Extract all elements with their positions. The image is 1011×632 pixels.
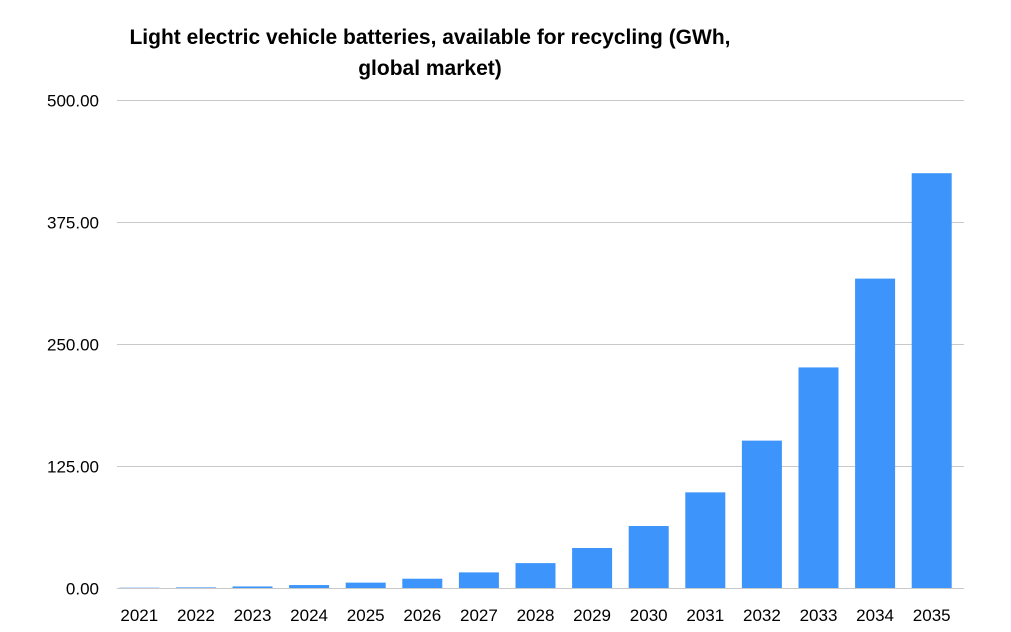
x-tick-label: 2034 <box>856 606 894 625</box>
y-axis-ticks: 0.00 125.00 250.00 375.00 500.00 <box>47 92 99 599</box>
x-tick-label: 2031 <box>686 606 724 625</box>
x-tick-label: 2028 <box>517 606 555 625</box>
y-tick-label: 125.00 <box>47 458 99 477</box>
bar-2023 <box>232 586 273 588</box>
bar-2035 <box>911 173 952 588</box>
bar-2022 <box>175 587 216 588</box>
chart-title-line-2: global market) <box>358 57 502 80</box>
bar-2030 <box>628 526 669 588</box>
bars <box>119 173 952 588</box>
bar-2034 <box>855 278 896 588</box>
chart-title-line-1: Light electric vehicle batteries, availa… <box>129 26 731 49</box>
x-axis-ticks: 2021 2022 2023 2024 2025 2026 2027 2028 2029 2030… <box>120 606 950 625</box>
x-tick-label: 2021 <box>120 606 158 625</box>
bar-2025 <box>345 582 386 588</box>
x-tick-label: 2030 <box>630 606 668 625</box>
bar-2033 <box>798 367 839 588</box>
x-tick-label: 2033 <box>800 606 838 625</box>
bar-2028 <box>515 563 556 588</box>
x-tick-label: 2029 <box>573 606 611 625</box>
y-tick-label: 250.00 <box>47 336 99 355</box>
bar-2032 <box>741 440 782 588</box>
bar-2031 <box>685 492 726 588</box>
x-tick-label: 2024 <box>290 606 328 625</box>
x-tick-label: 2022 <box>177 606 215 625</box>
y-tick-label: 500.00 <box>47 92 99 111</box>
bar-2027 <box>458 572 499 588</box>
y-tick-label: 0.00 <box>66 580 99 599</box>
x-tick-label: 2032 <box>743 606 781 625</box>
x-tick-label: 2027 <box>460 606 498 625</box>
y-tick-label: 375.00 <box>47 214 99 233</box>
x-tick-label: 2026 <box>403 606 441 625</box>
bar-2029 <box>572 547 613 588</box>
bar-2026 <box>402 578 443 588</box>
chart-title: Light electric vehicle batteries, availa… <box>0 22 860 84</box>
x-tick-label: 2023 <box>234 606 272 625</box>
x-tick-label: 2035 <box>913 606 951 625</box>
x-tick-label: 2025 <box>347 606 385 625</box>
bar-2024 <box>289 585 330 588</box>
